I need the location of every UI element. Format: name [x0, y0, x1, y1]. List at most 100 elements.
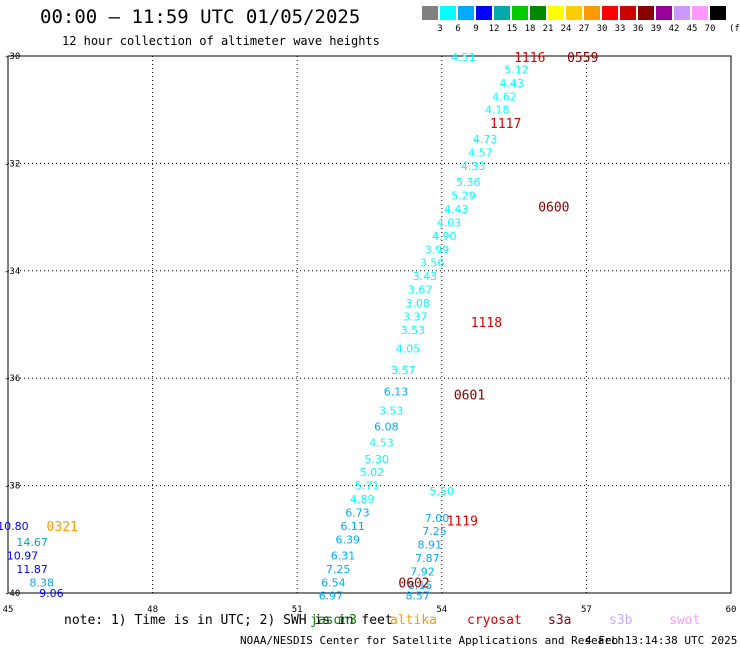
satellite-legend-item: cryosat [467, 613, 522, 628]
y-tick-label: -40 [4, 589, 20, 599]
swh-point: 7.92 [410, 566, 435, 579]
swh-point: 5.50 [430, 485, 455, 498]
swh-point: 4.51 [451, 51, 476, 64]
swh-point: 6.54 [321, 576, 346, 589]
satellite-legend-item: jason3 [310, 613, 357, 628]
swh-point: 4.05 [396, 343, 421, 356]
x-tick-label: 60 [726, 605, 737, 615]
colorbar-swatch [530, 6, 546, 20]
swh-point: 4.73 [473, 133, 498, 146]
swh-point: 8.15 [408, 579, 433, 592]
swh-point: 7.00 [425, 512, 450, 525]
pass-time-label: 0600 [538, 200, 569, 215]
pass-time-label: 1119 [447, 515, 478, 530]
colorbar-swatch [476, 6, 492, 20]
colorbar-label: 39 [650, 24, 662, 34]
satellite-legend-item: s3a [548, 613, 572, 628]
colorbar-label: 27 [578, 24, 590, 34]
colorbar-label: 9 [473, 24, 479, 34]
colorbar-label: 6 [455, 24, 461, 34]
colorbar-swatch [692, 6, 708, 20]
colorbar-swatch [674, 6, 690, 20]
swh-point: 4.03 [437, 216, 462, 229]
footer-note: note: 1) Time is in UTC; 2) SWH is in fe… [64, 613, 393, 628]
generation-timestamp: 4 Feb 13:14:38 UTC 2025 [585, 634, 738, 647]
colorbar-swatch [440, 6, 456, 20]
swh-point: 4.89 [350, 493, 375, 506]
swh-point: 6.39 [336, 533, 361, 546]
colorbar-swatch [584, 6, 600, 20]
colorbar-swatch [602, 6, 618, 20]
swh-point: 3.57 [391, 364, 416, 377]
swh-point: 6.13 [384, 386, 409, 399]
colorbar-label: 45 [686, 24, 698, 34]
swh-point: 10.97 [7, 549, 39, 562]
colorbar-unit: (ft) [729, 24, 740, 34]
swh-point: 6.11 [340, 520, 365, 533]
colorbar-swatch [620, 6, 636, 20]
colorbar-label: 70 [704, 24, 716, 34]
x-tick-label: 48 [147, 605, 158, 615]
swh-point: 4.43 [444, 203, 469, 216]
swh-point: 5.71 [355, 480, 380, 493]
colorbar-label: 42 [668, 24, 680, 34]
data-points: 10.8014.6710.9711.878.389.064.515.124.43… [0, 51, 529, 603]
satellite-legend-item: swot [669, 613, 701, 628]
swh-point: 4.43 [499, 77, 524, 90]
colorbar-label: 30 [596, 24, 608, 34]
colorbar-label: 21 [542, 24, 554, 34]
y-tick-label: -30 [4, 52, 20, 62]
pass-time-label: 1117 [490, 117, 521, 132]
swh-point: 11.87 [16, 563, 48, 576]
colorbar-swatch [458, 6, 474, 20]
swh-point: 14.67 [16, 536, 48, 549]
chart-title: 00:00 – 11:59 UTC 01/05/2025 [40, 6, 361, 28]
colorbar-swatch [548, 6, 564, 20]
swh-point: 6.31 [331, 549, 356, 562]
credit-line: NOAA/NESDIS Center for Satellite Applica… [240, 634, 625, 647]
swh-point: 6.73 [345, 506, 370, 519]
colorbar-label: 3 [437, 24, 443, 34]
y-tick-label: -38 [4, 482, 20, 492]
colorbar-label: 18 [524, 24, 536, 34]
pass-time-label: 0602 [398, 576, 429, 591]
pass-time-label: 1118 [471, 316, 502, 331]
swh-point: 5.30 [364, 453, 389, 466]
swh-point: 6.97 [319, 590, 344, 603]
colorbar-label: 24 [560, 24, 572, 34]
swh-point: 3.53 [379, 404, 404, 417]
swh-point: 4.62 [492, 90, 517, 103]
colorbar-swatch [494, 6, 510, 20]
swh-point: 7.25 [326, 563, 351, 576]
chart-subtitle: 12 hour collection of altimeter wave hei… [62, 34, 380, 48]
swh-point: 8.38 [29, 576, 54, 589]
swh-point: 4.18 [485, 104, 510, 117]
plot-axes [7, 55, 732, 594]
pass-time-label: 0321 [47, 520, 78, 535]
pass-time-label: 0559 [567, 51, 598, 66]
swh-point: 3.53 [401, 324, 426, 337]
x-tick-label: 57 [581, 605, 592, 615]
swh-point: 5.12 [504, 63, 529, 76]
colorbar-swatch [710, 6, 726, 20]
x-tick-label: 54 [436, 605, 447, 615]
colorbar-label: 33 [614, 24, 626, 34]
pass-time-label: 0601 [454, 388, 485, 403]
satellite-legend-item: altika [390, 613, 437, 628]
swh-point: 3.08 [405, 297, 430, 310]
swh-point: 3.67 [408, 284, 433, 297]
colorbar-label: 15 [506, 24, 518, 34]
swh-point: 8.57 [405, 590, 430, 603]
y-tick-label: -36 [4, 374, 20, 384]
pass-time-labels: 1116 0559 1117 0600 1118 0601 1119 0602 0321 [47, 51, 599, 591]
swh-point: 3.56 [420, 257, 445, 270]
swh-point: 7.25 [422, 525, 447, 538]
swh-point: 10.80 [0, 520, 29, 533]
swh-point: 5.36 [456, 176, 481, 189]
swh-point: 3.37 [403, 310, 428, 323]
swh-point: 3.43 [413, 270, 438, 283]
colorbar-label: 36 [632, 24, 644, 34]
swh-point: 8.91 [418, 539, 443, 552]
swh-point: 4.53 [369, 437, 394, 450]
colorbar-swatch [638, 6, 654, 20]
